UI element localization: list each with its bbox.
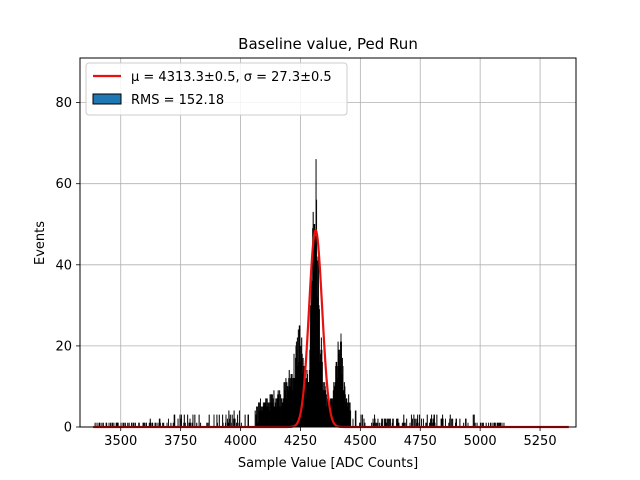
y-tick-label: 60: [55, 177, 72, 192]
histogram-bar: [472, 414, 474, 428]
histogram-bar: [419, 414, 421, 428]
legend-box: [85, 62, 348, 116]
histogram-bar: [411, 418, 413, 428]
histogram-bar: [254, 410, 256, 428]
histogram-bar: [355, 410, 357, 428]
histogram-bar: [198, 414, 200, 428]
histogram-bar: [382, 418, 384, 428]
histogram-bar: [473, 414, 475, 428]
x-tick-label: 4250: [284, 434, 317, 449]
histogram-bar: [229, 414, 231, 428]
histogram-bar: [388, 418, 390, 428]
histogram-bar: [363, 418, 365, 428]
histogram-bar: [362, 414, 364, 428]
histogram-bar: [174, 414, 176, 428]
y-tick-label: 40: [55, 258, 72, 273]
histogram-bar: [452, 418, 454, 428]
histogram-bar: [194, 414, 196, 428]
histogram-bar: [360, 414, 362, 428]
x-tick-label: 4000: [224, 434, 257, 449]
histogram-bar: [183, 414, 185, 428]
histogram-bar: [228, 418, 230, 428]
histogram-bar: [374, 418, 376, 428]
y-tick-label: 80: [55, 96, 72, 111]
legend-histogram-label: RMS = 152.18: [131, 93, 224, 108]
x-tick-label: 5250: [524, 434, 557, 449]
histogram-bar: [248, 414, 250, 428]
y-axis-ticks: 0 20 40 60 80: [55, 96, 80, 436]
histogram-bar: [413, 418, 415, 428]
histogram-bar: [231, 414, 233, 428]
histogram-bar: [236, 414, 238, 428]
histogram-bar: [389, 418, 391, 428]
legend-fit-label: μ = 4313.3±0.5, σ = 27.3±0.5: [131, 70, 332, 85]
histogram-bar: [431, 418, 433, 428]
histogram-bar: [459, 418, 461, 428]
x-tick-label: 4500: [344, 434, 377, 449]
legend: μ = 4313.3±0.5, σ = 27.3±0.5 RMS = 152.1…: [85, 62, 348, 116]
histogram-bar: [426, 414, 428, 428]
chart-title: Baseline value, Ped Run: [238, 35, 418, 53]
histogram-bar: [403, 414, 405, 428]
histogram-bar: [179, 414, 181, 428]
histogram-bar: [465, 418, 467, 428]
histogram-bar: [417, 414, 419, 428]
legend-histogram-patch-icon: [92, 93, 122, 105]
y-tick-label: 0: [64, 421, 72, 436]
histogram-bar: [238, 410, 240, 428]
y-tick-label: 20: [55, 339, 72, 354]
histogram-bar: [421, 418, 423, 428]
x-tick-label: 4750: [404, 434, 437, 449]
histogram-bar: [415, 418, 417, 428]
x-axis-label: Sample Value [ADC Counts]: [238, 456, 418, 471]
histogram-bar: [422, 418, 424, 428]
histogram-bar: [218, 414, 220, 428]
histogram-bar: [381, 418, 383, 428]
histogram-bar: [377, 418, 379, 428]
histogram-bar: [444, 418, 446, 428]
plot-frame: [79, 57, 577, 428]
histogram-bar: [392, 418, 394, 428]
histogram-bar: [451, 418, 453, 428]
histogram-bar: [189, 418, 191, 428]
histogram-bar: [167, 418, 169, 428]
x-axis-ticks: 3500 3750 4000 4250 4500 4750 5000 5250: [104, 427, 557, 449]
histogram-bar: [187, 414, 189, 428]
histogram-bar: [213, 414, 215, 428]
x-tick-label: 3750: [164, 434, 197, 449]
histogram-bar: [406, 418, 408, 428]
histogram-bar: [208, 414, 210, 428]
histogram-bar: [180, 414, 182, 428]
histogram-bar: [410, 414, 412, 428]
histogram-bar: [177, 418, 179, 428]
histogram-bar: [225, 414, 227, 428]
histogram-bar: [234, 418, 236, 428]
x-tick-label: 5000: [464, 434, 497, 449]
histogram-bar: [386, 418, 388, 428]
histogram-bar: [244, 414, 246, 428]
histogram-bar: [350, 410, 352, 428]
histogram-bar: [436, 414, 438, 428]
histogram-bar: [455, 418, 457, 428]
histogram-bar: [352, 418, 354, 428]
histogram-bar: [430, 418, 432, 428]
histogram-bar: [387, 418, 389, 428]
histogram-bar: [442, 418, 444, 428]
histogram-bar: [449, 414, 451, 428]
histogram-bar: [192, 414, 194, 428]
y-axis-label: Events: [33, 221, 48, 265]
x-tick-label: 3500: [104, 434, 137, 449]
